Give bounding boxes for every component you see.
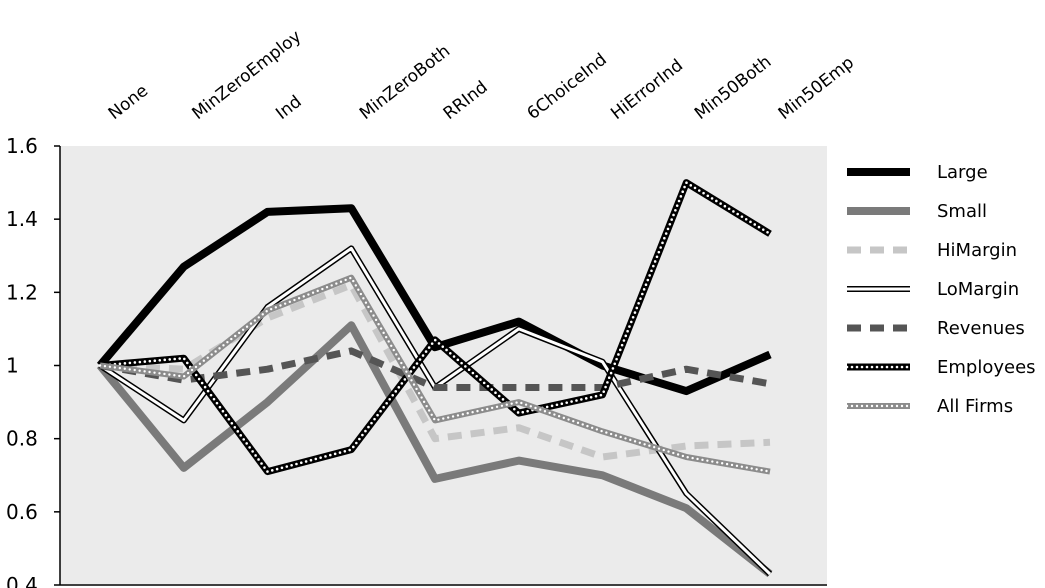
data-point-employees-6choiceind <box>517 411 521 415</box>
data-point-employees-min50emp <box>768 232 772 236</box>
legend-item-large: Large <box>847 162 988 183</box>
x-tick-label: RRInd <box>440 77 492 124</box>
legend-label: Small <box>937 201 987 222</box>
data-point-lomargin-min50both <box>684 492 688 496</box>
data-point-himargin-rrind <box>433 437 437 441</box>
y-tick-label: 0.8 <box>6 427 38 451</box>
legend-item-small: Small <box>847 201 987 222</box>
legend-label: HiMargin <box>937 240 1017 261</box>
data-point-small-min50both <box>684 506 688 510</box>
data-point-himargin-min50emp <box>768 440 772 444</box>
series-line-all-firms-inner <box>98 276 772 473</box>
data-point-lomargin-hierrorind <box>601 360 605 364</box>
data-point-himargin-ind <box>266 316 270 320</box>
x-tick-label: 6ChoiceInd <box>524 50 611 124</box>
data-point-lomargin-minzeroemploy <box>182 418 186 422</box>
legend-item-all-firms: All Firms <box>845 396 1013 417</box>
data-point-employees-minzeroemploy <box>182 356 186 360</box>
y-tick-label: 1.2 <box>6 280 38 304</box>
series-all-firms <box>98 274 772 475</box>
x-tick-label: MinZeroBoth <box>356 41 454 124</box>
data-point-small-minzeroemploy <box>182 466 186 470</box>
data-point-revenues-6choiceind <box>517 386 521 390</box>
legend-item-lomargin: LoMargin <box>847 279 1019 300</box>
series-employees <box>98 179 772 476</box>
legend-label: All Firms <box>937 396 1013 417</box>
data-point-all-firms-hierrorind <box>601 429 605 433</box>
data-point-himargin-hierrorind <box>601 455 605 459</box>
data-point-employees-rrind <box>433 338 437 342</box>
data-point-revenues-min50emp <box>768 382 772 386</box>
series-line-large <box>96 204 772 396</box>
legend-label: Employees <box>937 357 1036 378</box>
data-point-himargin-6choiceind <box>517 426 521 430</box>
data-point-large-min50emp <box>768 353 772 357</box>
legend-label: Large <box>937 162 988 183</box>
series-small <box>96 321 773 578</box>
legend-item-himargin: HiMargin <box>847 240 1017 261</box>
series-large <box>96 204 772 396</box>
data-point-lomargin-min50emp <box>768 572 772 576</box>
series-line-small <box>96 321 773 578</box>
legend-item-revenues: Revenues <box>847 318 1025 339</box>
data-point-all-firms-minzeroboth <box>349 276 353 280</box>
data-point-employees-minzeroboth <box>349 448 353 452</box>
data-point-large-minzeroemploy <box>182 265 186 269</box>
data-point-large-min50both <box>684 389 688 393</box>
data-point-small-6choiceind <box>517 459 521 463</box>
series-line-revenues <box>99 347 771 391</box>
data-point-all-firms-none <box>98 364 102 368</box>
x-tick-label: Min50Both <box>691 52 775 124</box>
legend-label: Revenues <box>937 318 1025 339</box>
y-axis: 0.4 0.6 0.8 1 1.2 1.4 1.6 <box>6 134 60 588</box>
data-point-small-minzeroboth <box>349 323 353 327</box>
data-point-himargin-minzeroemploy <box>182 367 186 371</box>
data-point-employees-min50both <box>684 181 688 185</box>
data-point-all-firms-rrind <box>433 418 437 422</box>
data-point-lomargin-minzeroboth <box>349 246 353 250</box>
data-point-revenues-min50both <box>684 367 688 371</box>
data-point-all-firms-min50emp <box>768 470 772 474</box>
y-tick-label: 1 <box>6 354 19 378</box>
data-point-all-firms-ind <box>266 309 270 313</box>
data-point-revenues-minzeroboth <box>349 349 353 353</box>
legend: Large Small HiMargin LoMargin Revenues Employ… <box>845 162 1036 417</box>
y-tick-label: 1.6 <box>6 134 38 158</box>
data-point-small-rrind <box>433 477 437 481</box>
series-revenues <box>99 347 772 391</box>
x-tick-label: None <box>105 81 152 124</box>
series-line-employees-inner <box>98 181 772 473</box>
data-point-all-firms-minzeroemploy <box>182 375 186 379</box>
data-point-all-firms-min50both <box>684 455 688 459</box>
y-tick-label: 0.4 <box>6 573 38 588</box>
data-point-employees-ind <box>266 470 270 474</box>
series-layer <box>96 179 773 578</box>
legend-label: LoMargin <box>937 279 1019 300</box>
data-point-all-firms-6choiceind <box>517 400 521 404</box>
data-point-revenues-ind <box>266 367 270 371</box>
data-point-large-ind <box>266 210 270 214</box>
x-tick-label: Min50Emp <box>775 53 858 124</box>
x-tick-label: Ind <box>272 92 305 124</box>
data-point-himargin-min50both <box>684 444 688 448</box>
data-point-small-ind <box>266 400 270 404</box>
data-point-large-6choiceind <box>517 320 521 324</box>
y-tick-label: 1.4 <box>6 207 38 231</box>
y-tick-label: 0.6 <box>6 500 38 524</box>
x-tick-label: HiErrorInd <box>607 56 687 124</box>
data-point-small-hierrorind <box>601 473 605 477</box>
data-point-employees-hierrorind <box>601 393 605 397</box>
data-point-revenues-rrind <box>433 386 437 390</box>
data-point-lomargin-6choiceind <box>517 327 521 331</box>
data-point-large-minzeroboth <box>349 206 353 210</box>
legend-item-employees: Employees <box>845 357 1036 378</box>
